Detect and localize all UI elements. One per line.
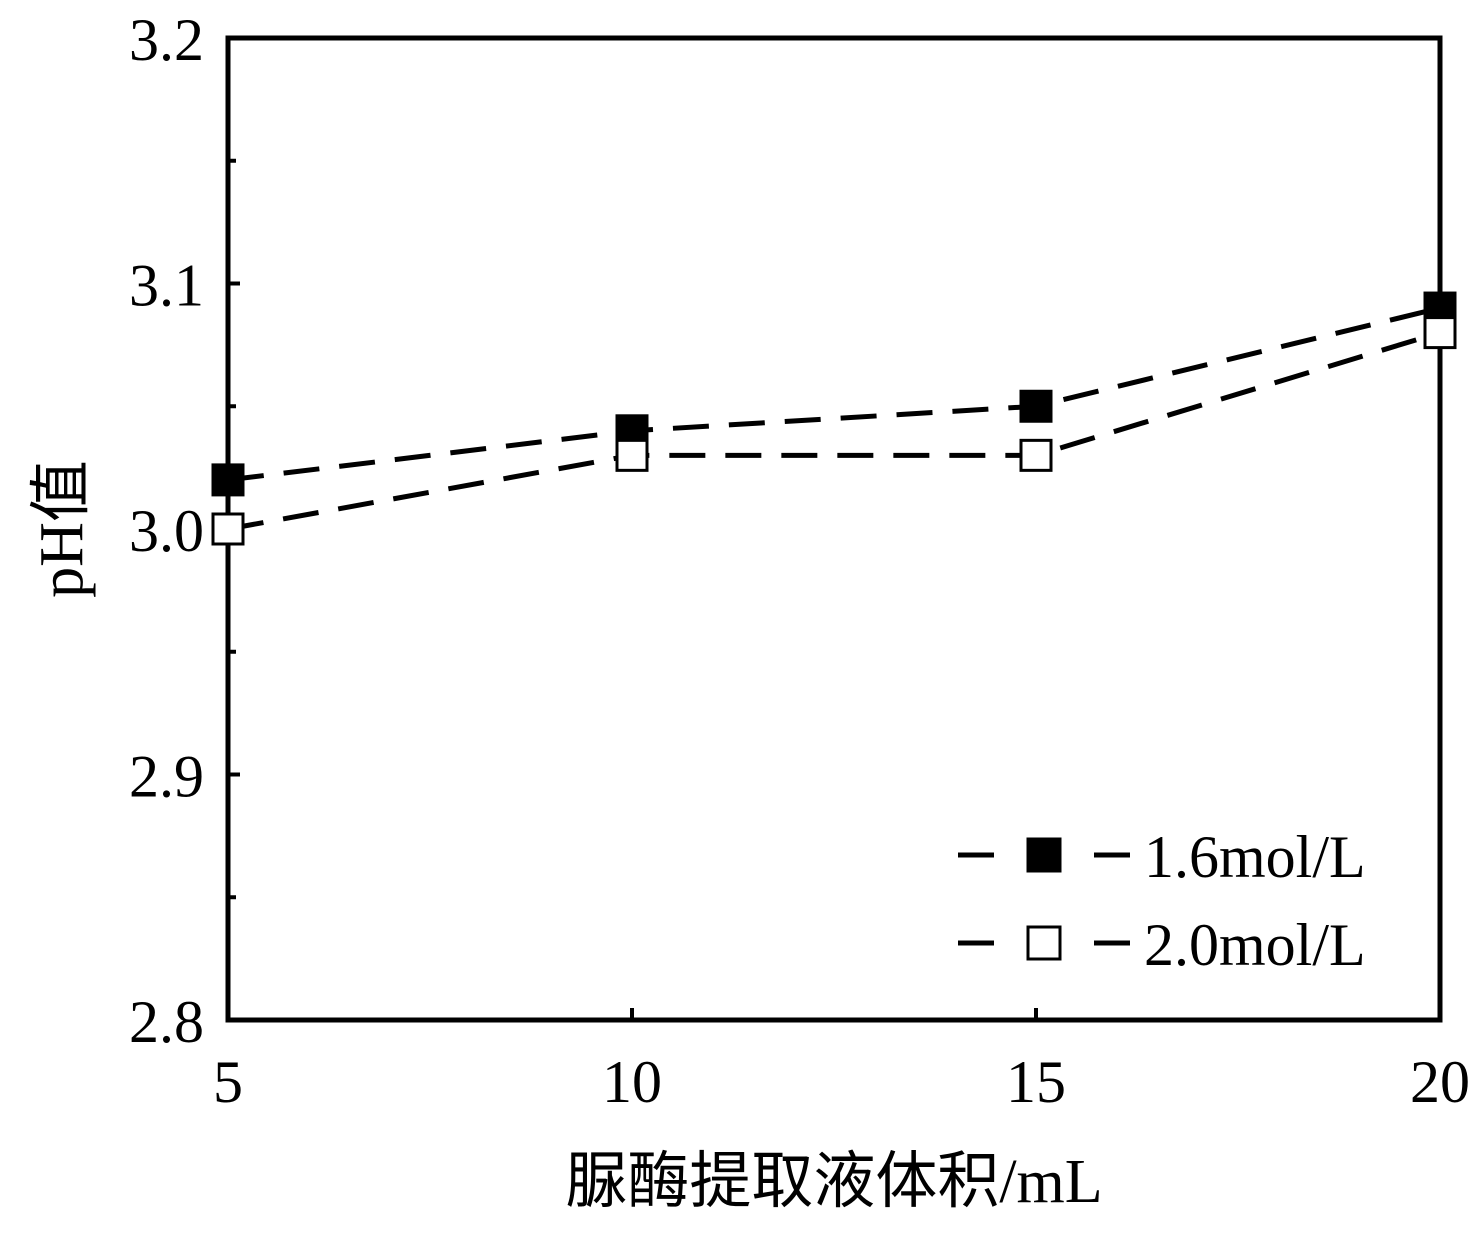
x-axis-title: 脲酶提取液体积/mL [565, 1148, 1102, 1216]
data-point-open-square [615, 438, 649, 472]
data-point-open-square [211, 512, 245, 546]
y-tick-label: 2.8 [129, 989, 204, 1055]
x-tick-label: 10 [602, 1049, 662, 1115]
y-tick-label: 3.0 [129, 498, 204, 564]
data-point-open-square [1423, 316, 1457, 350]
x-tick-label: 20 [1410, 1049, 1470, 1115]
series-group [211, 291, 1457, 546]
data-point-filled-square [211, 463, 245, 497]
data-point-open-square [1019, 438, 1053, 472]
y-axis-title: pH值 [28, 460, 96, 598]
legend-label: 1.6mol/L [1144, 824, 1366, 890]
series-line [227, 305, 1441, 483]
legend: 1.6mol/L 2.0mol/L [958, 824, 1366, 978]
legend-marker-open-square [1026, 925, 1062, 961]
y-tick-label: 2.9 [129, 744, 204, 810]
legend-label: 2.0mol/L [1144, 912, 1366, 978]
x-tick-label: 15 [1006, 1049, 1066, 1115]
axes: 5 10 15 20 2.8 2.9 3.0 3.1 3.2 [129, 7, 1470, 1115]
y-tick-label: 3.1 [129, 253, 204, 319]
legend-marker-filled-square [1026, 837, 1062, 873]
y-tick-label: 3.2 [129, 7, 204, 73]
x-tick-label: 5 [213, 1049, 243, 1115]
series-line [227, 330, 1441, 532]
data-point-filled-square [1019, 389, 1053, 423]
